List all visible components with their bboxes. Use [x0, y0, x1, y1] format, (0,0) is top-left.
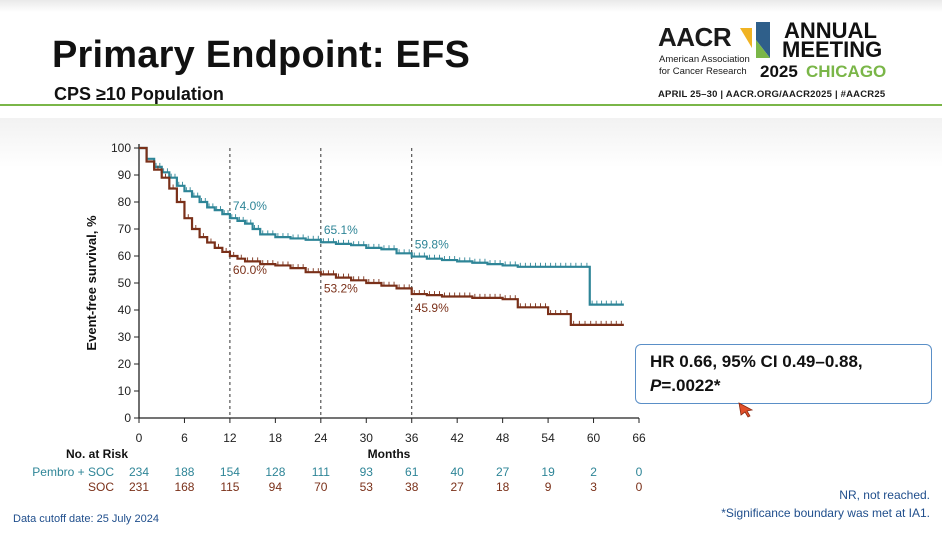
- meeting-dates: APRIL 25–30 | AACR.ORG/AACR2025 | #AACR2…: [658, 89, 886, 100]
- risk-value: 0: [636, 480, 643, 494]
- aacr-emblem-icon: [740, 22, 770, 58]
- landmark-labels: 74.0% 65.1% 59.8% 60.0% 53.2% 45.9%: [233, 199, 449, 315]
- axes: 0 10 20 30 40 50 60 70 80 90 100 0 6 12 18 24 30 36 42 48 54…: [111, 141, 646, 445]
- slide-title: Primary Endpoint: EFS: [52, 34, 471, 76]
- p-value-line: P=.0022*: [650, 376, 720, 396]
- risk-value: 19: [541, 465, 555, 479]
- meeting-year: 2025: [760, 62, 798, 81]
- footnote-nr: NR, not reached.: [839, 488, 930, 502]
- x-tick-label: 18: [269, 431, 283, 445]
- y-tick-label: 20: [118, 357, 132, 371]
- hazard-ratio-box: HR 0.66, 95% CI 0.49–0.88, P=.0022*: [635, 344, 932, 404]
- risk-value: 111: [312, 465, 331, 479]
- survival-curves: [139, 146, 624, 326]
- y-tick-label: 30: [118, 330, 132, 344]
- landmark-label: 74.0%: [233, 199, 267, 213]
- y-tick-label: 70: [118, 222, 132, 236]
- x-tick-label: 24: [314, 431, 328, 445]
- risk-value: 168: [174, 480, 194, 494]
- survival-curve: [139, 146, 624, 306]
- risk-value: 0: [636, 465, 643, 479]
- y-tick-label: 10: [118, 384, 132, 398]
- x-tick-label: 60: [587, 431, 601, 445]
- x-tick-label: 54: [541, 431, 555, 445]
- slide-subtitle: CPS ≥10 Population: [54, 84, 224, 104]
- x-tick-label: 42: [451, 431, 465, 445]
- x-tick-label: 36: [405, 431, 419, 445]
- risk-value: 93: [360, 465, 374, 479]
- y-tick-label: 40: [118, 303, 132, 317]
- y-tick-label: 90: [118, 168, 132, 182]
- y-tick-label: 80: [118, 195, 132, 209]
- meeting-city: CHICAGO: [806, 62, 887, 81]
- risk-value: 128: [265, 465, 285, 479]
- risk-value: 27: [451, 480, 465, 494]
- risk-value: 3: [590, 480, 597, 494]
- data-cutoff-note: Data cutoff date: 25 July 2024: [13, 513, 159, 525]
- x-tick-label: 30: [360, 431, 374, 445]
- risk-value: 234: [129, 465, 149, 479]
- x-tick-label: 6: [181, 431, 188, 445]
- x-tick-label: 0: [136, 431, 143, 445]
- y-tick-label: 0: [124, 411, 131, 425]
- plot-background: [0, 118, 942, 534]
- risk-value: 231: [129, 480, 149, 494]
- risk-value: 9: [545, 480, 552, 494]
- y-axis-label: Event-free survival, %: [84, 215, 99, 351]
- aacr-assoc-line2: for Cancer Research: [659, 66, 747, 77]
- risk-row-label: Pembro + SOC: [32, 465, 114, 479]
- x-tick-label: 66: [632, 431, 646, 445]
- landmark-label: 60.0%: [233, 263, 267, 277]
- aacr-assoc-line1: American Association: [659, 54, 750, 65]
- hr-line: HR 0.66, 95% CI 0.49–0.88,: [650, 352, 863, 371]
- y-tick-label: 60: [118, 249, 132, 263]
- risk-value: 115: [220, 480, 239, 494]
- mouse-cursor-icon: [738, 402, 754, 418]
- risk-value: 18: [496, 480, 510, 494]
- landmark-label: 65.1%: [324, 223, 358, 237]
- landmark-label: 59.8%: [415, 238, 449, 252]
- risk-row-label: SOC: [88, 480, 114, 494]
- aacr-wordmark: AACR: [658, 22, 732, 52]
- x-axis-label: Months: [368, 447, 411, 461]
- x-tick-label: 12: [223, 431, 237, 445]
- risk-value: 70: [314, 480, 328, 494]
- risk-value: 188: [174, 465, 194, 479]
- annual-wordmark: ANNUAL: [784, 18, 877, 43]
- meeting-wordmark: MEETING: [782, 37, 883, 62]
- risk-value: 154: [220, 465, 240, 479]
- y-tick-label: 100: [111, 141, 131, 155]
- risk-value: 40: [451, 465, 465, 479]
- risk-value: 2: [590, 465, 597, 479]
- landmark-label: 45.9%: [415, 301, 449, 315]
- landmark-label: 53.2%: [324, 281, 358, 295]
- risk-value: 94: [269, 480, 283, 494]
- reference-lines: [229, 148, 413, 418]
- footnote-significance: *Significance boundary was met at IA1.: [721, 506, 930, 520]
- risk-value: 53: [360, 480, 374, 494]
- aacr-logo: AACR American Association for Cancer Res…: [640, 18, 930, 102]
- x-tick-label: 48: [496, 431, 510, 445]
- risk-table: Pembro + SOC 234 188 154 128 111 93 61 40 27 19 2 0S…: [32, 465, 642, 494]
- header-divider: [0, 104, 942, 106]
- risk-value: 27: [496, 465, 510, 479]
- y-tick-label: 50: [118, 276, 132, 290]
- risk-table-heading: No. at Risk: [66, 447, 128, 461]
- risk-value: 38: [405, 480, 419, 494]
- p-value: =.0022*: [661, 376, 721, 395]
- header-band: Primary Endpoint: EFS CPS ≥10 Population…: [0, 0, 942, 118]
- risk-value: 61: [405, 465, 419, 479]
- survival-curve: [139, 146, 624, 326]
- p-label: P: [650, 376, 662, 395]
- header-shade: [0, 0, 942, 12]
